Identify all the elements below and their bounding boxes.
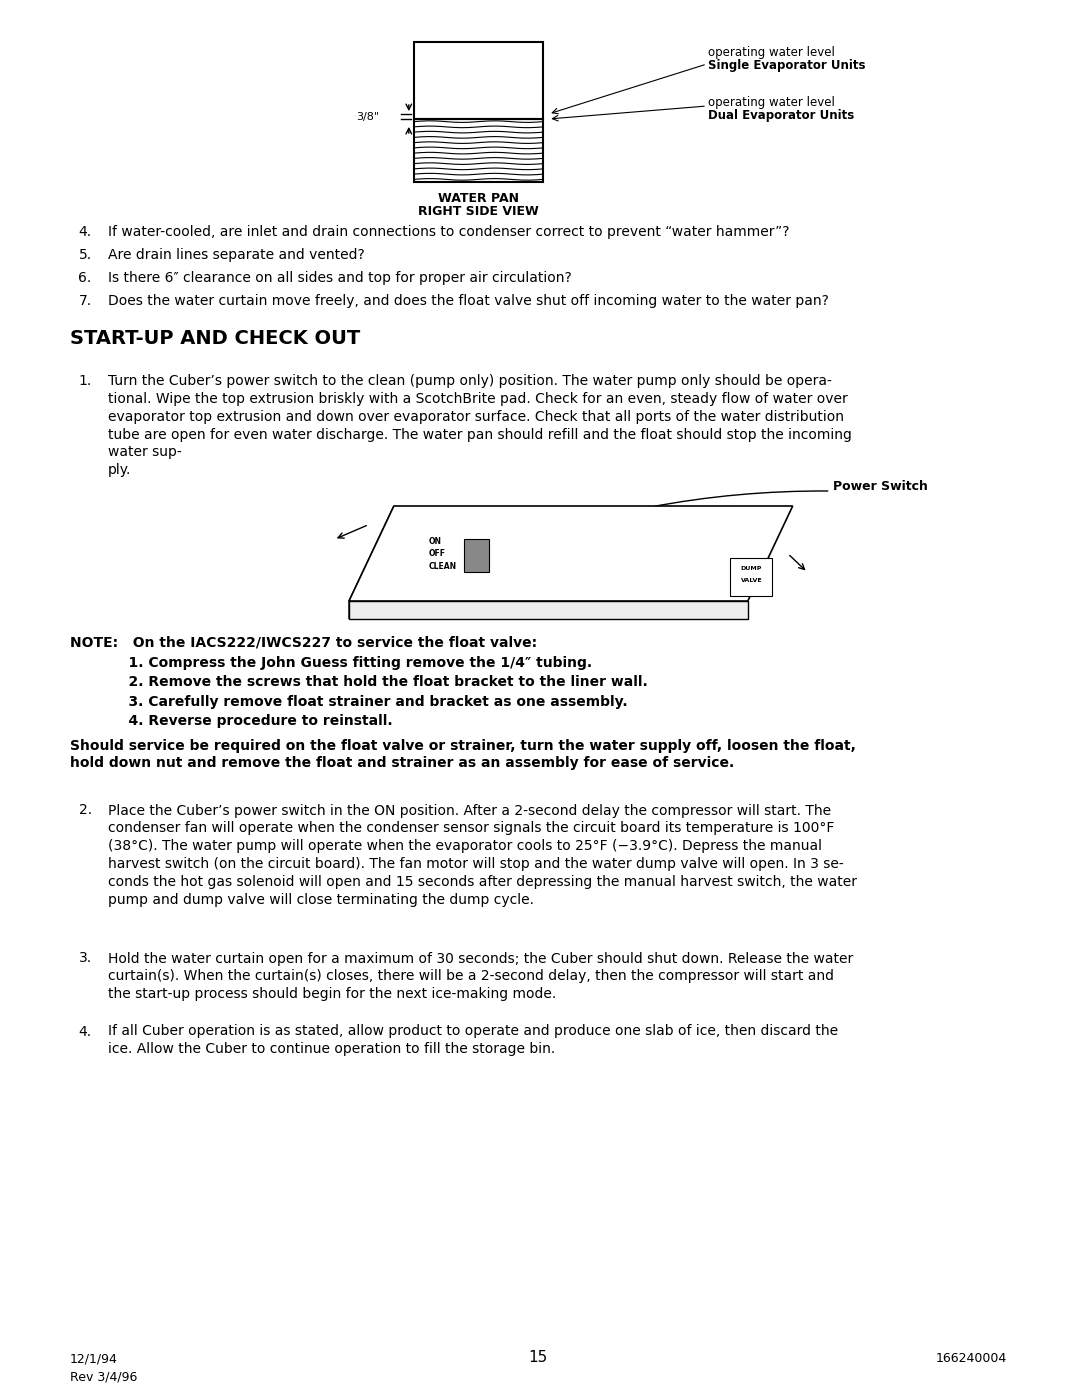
- Text: 3. Carefully remove float strainer and bracket as one assembly.: 3. Carefully remove float strainer and b…: [70, 694, 627, 708]
- Text: VALVE: VALVE: [741, 578, 762, 584]
- Text: Is there 6″ clearance on all sides and top for proper air circulation?: Is there 6″ clearance on all sides and t…: [108, 271, 571, 285]
- Text: 4.: 4.: [79, 225, 92, 239]
- Text: 7.: 7.: [79, 293, 92, 307]
- Text: Dual Evaporator Units: Dual Evaporator Units: [708, 109, 854, 122]
- Text: Turn the Cuber’s power switch to the clean (pump only) position. The water pump : Turn the Cuber’s power switch to the cle…: [108, 374, 851, 478]
- Text: 166240004: 166240004: [936, 1352, 1007, 1365]
- Text: operating water level: operating water level: [708, 96, 835, 109]
- Polygon shape: [463, 539, 488, 571]
- Text: 2. Remove the screws that hold the float bracket to the liner wall.: 2. Remove the screws that hold the float…: [70, 675, 648, 689]
- Text: 3.: 3.: [79, 951, 92, 965]
- Text: Single Evaporator Units: Single Evaporator Units: [708, 59, 865, 73]
- Text: Does the water curtain move freely, and does the float valve shut off incoming w: Does the water curtain move freely, and …: [108, 293, 828, 307]
- Text: 2.: 2.: [79, 803, 92, 817]
- Text: 3/8": 3/8": [355, 112, 379, 122]
- Polygon shape: [349, 506, 793, 601]
- Text: 15: 15: [529, 1350, 548, 1365]
- Text: ON: ON: [429, 538, 442, 546]
- Text: operating water level: operating water level: [708, 46, 835, 59]
- Text: Place the Cuber’s power switch in the ON position. After a 2-second delay the co: Place the Cuber’s power switch in the ON…: [108, 803, 856, 907]
- Text: Rev 3/4/96: Rev 3/4/96: [70, 1370, 137, 1383]
- Text: 6.: 6.: [79, 271, 92, 285]
- Text: 12/1/94: 12/1/94: [70, 1352, 118, 1365]
- Text: 4.: 4.: [79, 1024, 92, 1038]
- Text: 1.: 1.: [79, 374, 92, 388]
- Polygon shape: [349, 601, 747, 619]
- Text: 5.: 5.: [79, 249, 92, 263]
- Polygon shape: [730, 557, 772, 597]
- Text: NOTE:   On the IACS222/IWCS227 to service the float valve:: NOTE: On the IACS222/IWCS227 to service …: [70, 636, 537, 650]
- Text: If water-cooled, are inlet and drain connections to condenser correct to prevent: If water-cooled, are inlet and drain con…: [108, 225, 789, 239]
- Text: If all Cuber operation is as stated, allow product to operate and produce one sl: If all Cuber operation is as stated, all…: [108, 1024, 838, 1056]
- Text: 1. Compress the John Guess fitting remove the 1/4″ tubing.: 1. Compress the John Guess fitting remov…: [70, 655, 592, 669]
- Text: Should service be required on the float valve or strainer, turn the water supply: Should service be required on the float …: [70, 739, 855, 770]
- Text: Power Switch: Power Switch: [833, 479, 928, 493]
- Text: OFF: OFF: [429, 549, 446, 559]
- Text: START-UP AND CHECK OUT: START-UP AND CHECK OUT: [70, 330, 360, 348]
- Text: CLEAN: CLEAN: [429, 562, 457, 570]
- Text: 4. Reverse procedure to reinstall.: 4. Reverse procedure to reinstall.: [70, 714, 392, 728]
- Polygon shape: [349, 506, 394, 619]
- Text: DUMP: DUMP: [741, 567, 762, 571]
- Text: Hold the water curtain open for a maximum of 30 seconds; the Cuber should shut d: Hold the water curtain open for a maximu…: [108, 951, 853, 1002]
- Text: RIGHT SIDE VIEW: RIGHT SIDE VIEW: [418, 205, 539, 218]
- Text: WATER PAN: WATER PAN: [438, 191, 519, 205]
- Text: Are drain lines separate and vented?: Are drain lines separate and vented?: [108, 249, 364, 263]
